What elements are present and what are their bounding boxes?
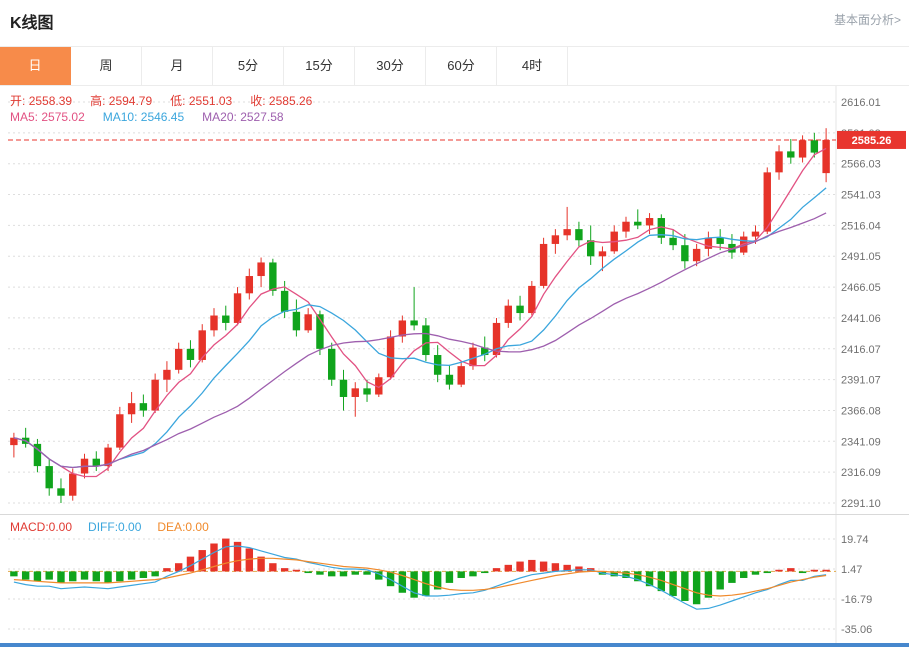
svg-text:2366.08: 2366.08 — [841, 405, 881, 417]
macd-histogram — [10, 538, 830, 605]
tab-4时[interactable]: 4时 — [497, 47, 568, 85]
svg-text:2441.06: 2441.06 — [841, 313, 881, 325]
svg-text:2566.03: 2566.03 — [841, 159, 881, 171]
macd-axis-labels: 19.74 1.47 -16.79 -35.06 — [841, 534, 872, 636]
svg-text:2391.07: 2391.07 — [841, 375, 881, 387]
svg-text:2466.05: 2466.05 — [841, 282, 881, 294]
svg-text:19.74: 19.74 — [841, 534, 869, 546]
tab-60分[interactable]: 60分 — [426, 47, 497, 85]
current-price-badge: 2585.26 — [837, 130, 906, 149]
ma5-line — [13, 147, 827, 478]
tab-15分[interactable]: 15分 — [284, 47, 355, 85]
tab-30分[interactable]: 30分 — [355, 47, 426, 85]
ma20-line — [13, 212, 827, 469]
time-scrollbar[interactable] — [0, 643, 909, 647]
grid — [8, 101, 836, 504]
dea-line — [13, 557, 827, 597]
candlestick-chart[interactable]: 2616.012591.022566.032541.032516.042491.… — [0, 86, 909, 514]
y-axis-labels: 2616.012591.022566.032541.032516.042491.… — [841, 97, 881, 510]
svg-text:2516.04: 2516.04 — [841, 220, 881, 232]
candles — [10, 128, 830, 503]
interval-tabs: 日周月 5分 15分 30分 60分 4时 — [0, 46, 909, 86]
svg-text:-35.06: -35.06 — [841, 624, 872, 636]
fundamental-analysis-link[interactable]: 基本面分析> — [833, 13, 901, 27]
svg-text:2491.05: 2491.05 — [841, 251, 881, 263]
ma10-line — [13, 187, 827, 469]
svg-text:2616.01: 2616.01 — [841, 97, 881, 109]
svg-text:1.47: 1.47 — [841, 564, 862, 576]
svg-text:2341.09: 2341.09 — [841, 436, 881, 448]
main-chart-area: 开: 2558.39 高: 2594.79 低: 2551.03 收: 2585.26… — [0, 86, 909, 514]
tab-周[interactable]: 周 — [71, 47, 142, 85]
svg-text:2585.26: 2585.26 — [852, 135, 892, 147]
diff-line — [13, 545, 827, 610]
tab-月[interactable]: 月 — [142, 47, 213, 85]
macd-panel: MACD:0.00 DIFF:0.00 DEA:0.00 19.74 1.47 -16.… — [0, 514, 909, 643]
svg-text:2291.10: 2291.10 — [841, 498, 881, 510]
svg-text:2541.03: 2541.03 — [841, 190, 881, 202]
tab-日[interactable]: 日 — [0, 47, 71, 85]
header: K线图 基本面分析> — [0, 0, 909, 46]
page-title: K线图 — [10, 15, 54, 32]
macd-chart[interactable]: 19.74 1.47 -16.79 -35.06 — [0, 515, 909, 643]
tab-5分[interactable]: 5分 — [213, 47, 284, 85]
svg-text:2416.07: 2416.07 — [841, 344, 881, 356]
svg-text:-16.79: -16.79 — [841, 594, 872, 606]
svg-text:2316.09: 2316.09 — [841, 467, 881, 479]
